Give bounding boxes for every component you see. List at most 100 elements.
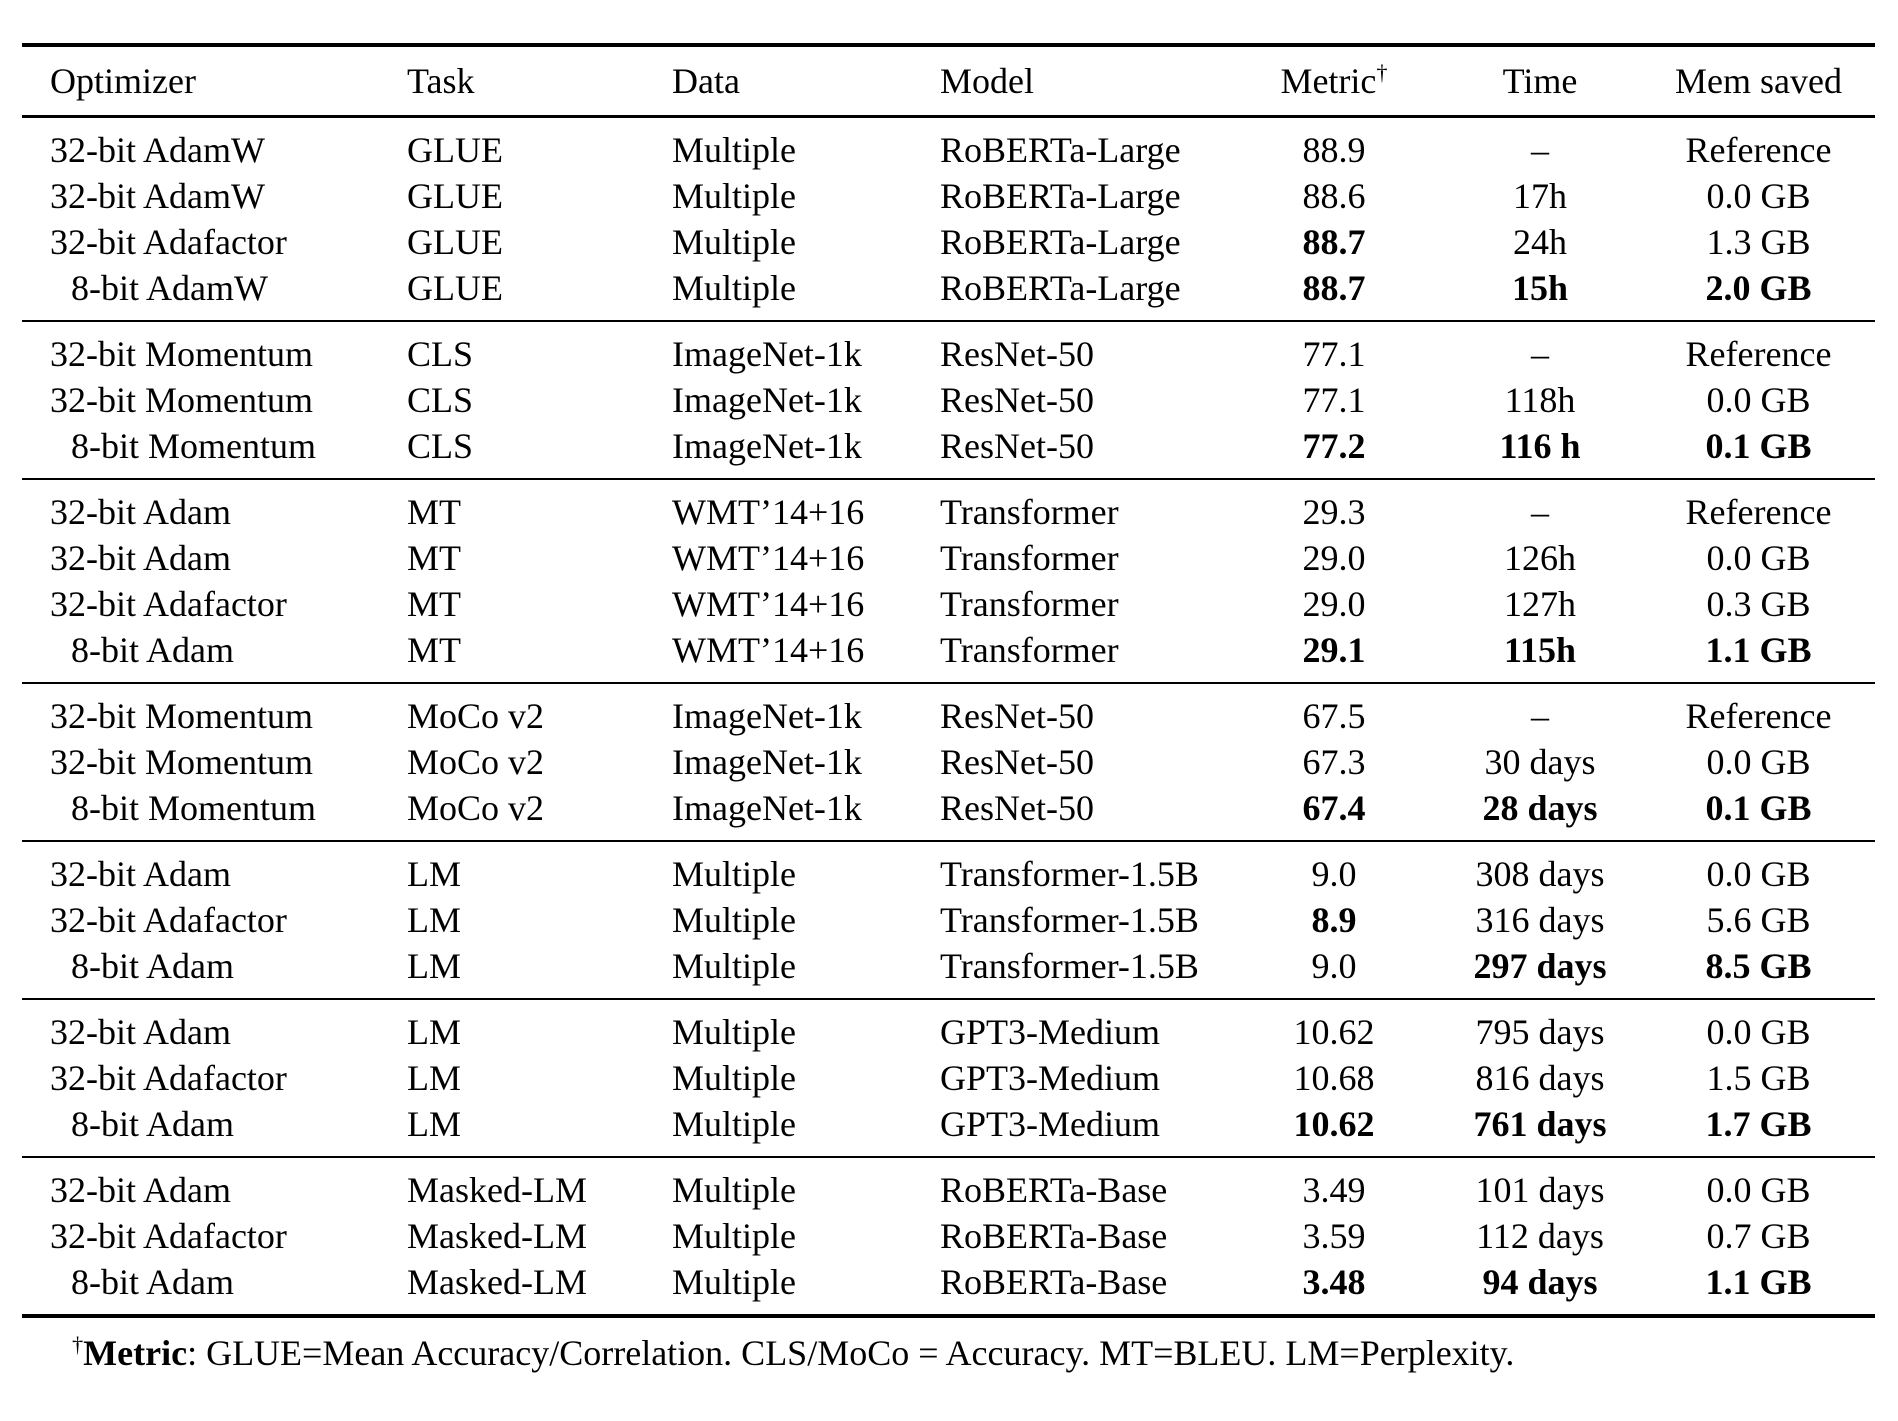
table-cell: RoBERTa-Large bbox=[940, 130, 1181, 170]
table-cell: 0.0 GB bbox=[1706, 854, 1811, 894]
table-cell: Multiple bbox=[672, 1058, 796, 1098]
table-cell: Masked-LM bbox=[407, 1262, 587, 1302]
table-cell: 308 days bbox=[1475, 854, 1605, 894]
table-cell: – bbox=[1531, 696, 1549, 736]
dagger-icon: † bbox=[72, 1332, 84, 1357]
table-cell: 9.0 bbox=[1311, 946, 1357, 986]
table-cell: ResNet-50 bbox=[940, 380, 1094, 420]
table-cell: 94 days bbox=[1482, 1262, 1598, 1302]
table-cell: 0.7 GB bbox=[1706, 1216, 1811, 1256]
table-row: 32-bit Adafactor LM Multiple Transformer-1.… bbox=[22, 897, 1875, 943]
table-cell: Multiple bbox=[672, 1216, 796, 1256]
table-cell: 2.0 GB bbox=[1705, 268, 1812, 308]
table-cell: ImageNet-1k bbox=[672, 788, 862, 828]
table-cell: LM bbox=[407, 1058, 461, 1098]
table-cell: GLUE bbox=[407, 222, 503, 262]
table-cell: 8.9 bbox=[1311, 900, 1357, 940]
table-cell: CLS bbox=[407, 334, 474, 374]
table-row: 32-bit Adam MT WMT’14+16 Transformer 29.0 126… bbox=[22, 535, 1875, 581]
table-cell: WMT’14+16 bbox=[672, 538, 865, 578]
footnote-text: : GLUE=Mean Accuracy/Correlation. CLS/Mo… bbox=[187, 1333, 1515, 1373]
table-cell: 67.4 bbox=[1302, 788, 1366, 828]
table-cell: 32-bit AdamW bbox=[50, 176, 265, 216]
table-cell: ResNet-50 bbox=[940, 426, 1094, 466]
table-cell: 32-bit Adafactor bbox=[50, 1216, 287, 1256]
table-cell: Reference bbox=[1685, 696, 1832, 736]
table-cell: 77.1 bbox=[1302, 380, 1366, 420]
column-header: Optimizer bbox=[22, 45, 407, 118]
table-cell: 32-bit Momentum bbox=[50, 742, 313, 782]
table-cell: 0.1 GB bbox=[1705, 426, 1812, 466]
table-cell: 8-bit Adam bbox=[71, 1262, 234, 1302]
table-cell: 3.49 bbox=[1302, 1170, 1366, 1210]
table-cell: ImageNet-1k bbox=[672, 426, 862, 466]
table-cell: ImageNet-1k bbox=[672, 334, 862, 374]
table-cell: ResNet-50 bbox=[940, 742, 1094, 782]
results-table-wrap: Optimizer Task Data Model Metric† Time Mem sav… bbox=[22, 43, 1875, 1376]
table-cell: Multiple bbox=[672, 176, 796, 216]
table-cell: RoBERTa-Large bbox=[940, 222, 1181, 262]
table-cell: 0.0 GB bbox=[1706, 1012, 1811, 1052]
table-cell: 32-bit Adafactor bbox=[50, 900, 287, 940]
table-cell: LM bbox=[407, 854, 461, 894]
table-cell: MoCo v2 bbox=[407, 788, 545, 828]
table-row: 32-bit Adafactor MT WMT’14+16 Transformer 29… bbox=[22, 581, 1875, 627]
table-cell: LM bbox=[407, 1104, 461, 1144]
table-cell: RoBERTa-Base bbox=[940, 1170, 1168, 1210]
table-cell: Transformer-1.5B bbox=[940, 900, 1199, 940]
table-cell: 3.48 bbox=[1302, 1262, 1366, 1302]
table-cell: 10.62 bbox=[1293, 1104, 1375, 1144]
table-cell: Reference bbox=[1685, 334, 1832, 374]
table-cell: GPT3-Medium bbox=[940, 1012, 1160, 1052]
table-cell: 32-bit Adam bbox=[50, 538, 231, 578]
table-row: 32-bit Momentum CLS ImageNet-1k ResNet-50 77… bbox=[22, 377, 1875, 423]
table-cell: GPT3-Medium bbox=[940, 1058, 1160, 1098]
table-cell: MT bbox=[407, 492, 461, 532]
table-header: Optimizer Task Data Model Metric† Time Mem sav… bbox=[22, 45, 1875, 118]
table-cell: MoCo v2 bbox=[407, 742, 545, 782]
table-cell: CLS bbox=[407, 380, 474, 420]
table-cell: Transformer bbox=[940, 492, 1119, 532]
table-cell: ImageNet-1k bbox=[672, 696, 862, 736]
table-cell: 316 days bbox=[1475, 900, 1605, 940]
table-row: 32-bit Adam MT WMT’14+16 Transformer 29.3 – Re… bbox=[22, 479, 1875, 535]
table-cell: 88.7 bbox=[1302, 222, 1366, 262]
table-row: 32-bit Adafactor GLUE Multiple RoBERTa-Larg… bbox=[22, 219, 1875, 265]
row-group: 32-bit Momentum MoCo v2 ImageNet-1k ResNet-… bbox=[22, 683, 1875, 841]
table-cell: 15h bbox=[1511, 268, 1569, 308]
table-cell: – bbox=[1531, 334, 1549, 374]
table-cell: 29.1 bbox=[1302, 630, 1366, 670]
table-cell: 9.0 bbox=[1311, 854, 1357, 894]
table-cell: 32-bit Adam bbox=[50, 854, 231, 894]
column-header: Time bbox=[1438, 45, 1642, 118]
table-cell: RoBERTa-Base bbox=[940, 1216, 1168, 1256]
table-cell: 127h bbox=[1504, 584, 1576, 624]
table-cell: 816 days bbox=[1475, 1058, 1605, 1098]
table-cell: Transformer bbox=[940, 538, 1119, 578]
column-header: Metric† bbox=[1230, 45, 1438, 118]
column-header: Mem saved bbox=[1642, 45, 1875, 118]
table-row: 32-bit Adam Masked-LM Multiple RoBERTa-Base… bbox=[22, 1157, 1875, 1213]
table-cell: MT bbox=[407, 630, 461, 670]
table-cell: Multiple bbox=[672, 946, 796, 986]
table-cell: 32-bit Momentum bbox=[50, 334, 313, 374]
table-cell: 8-bit Adam bbox=[71, 946, 234, 986]
table-cell: 5.6 GB bbox=[1706, 900, 1811, 940]
table-cell: 1.1 GB bbox=[1705, 1262, 1812, 1302]
table-cell: 0.3 GB bbox=[1706, 584, 1811, 624]
table-cell: Multiple bbox=[672, 1104, 796, 1144]
table-cell: 67.5 bbox=[1302, 696, 1366, 736]
table-row: 32-bit Momentum CLS ImageNet-1k ResNet-50 77… bbox=[22, 321, 1875, 377]
table-cell: 0.0 GB bbox=[1706, 176, 1811, 216]
table-cell: 8-bit Adam bbox=[71, 1104, 234, 1144]
row-group: 32-bit Momentum CLS ImageNet-1k ResNet-50 77… bbox=[22, 321, 1875, 479]
table-cell: Masked-LM bbox=[407, 1170, 587, 1210]
table-cell: MoCo v2 bbox=[407, 696, 545, 736]
table-cell: GLUE bbox=[407, 130, 503, 170]
table-row: 32-bit Adafactor Masked-LM Multiple RoBERTa… bbox=[22, 1213, 1875, 1259]
table-cell: CLS bbox=[407, 426, 474, 466]
table-cell: 30 days bbox=[1484, 742, 1596, 782]
table-cell: GLUE bbox=[407, 268, 503, 308]
table-cell: 0.0 GB bbox=[1706, 380, 1811, 420]
table-cell: ResNet-50 bbox=[940, 788, 1094, 828]
